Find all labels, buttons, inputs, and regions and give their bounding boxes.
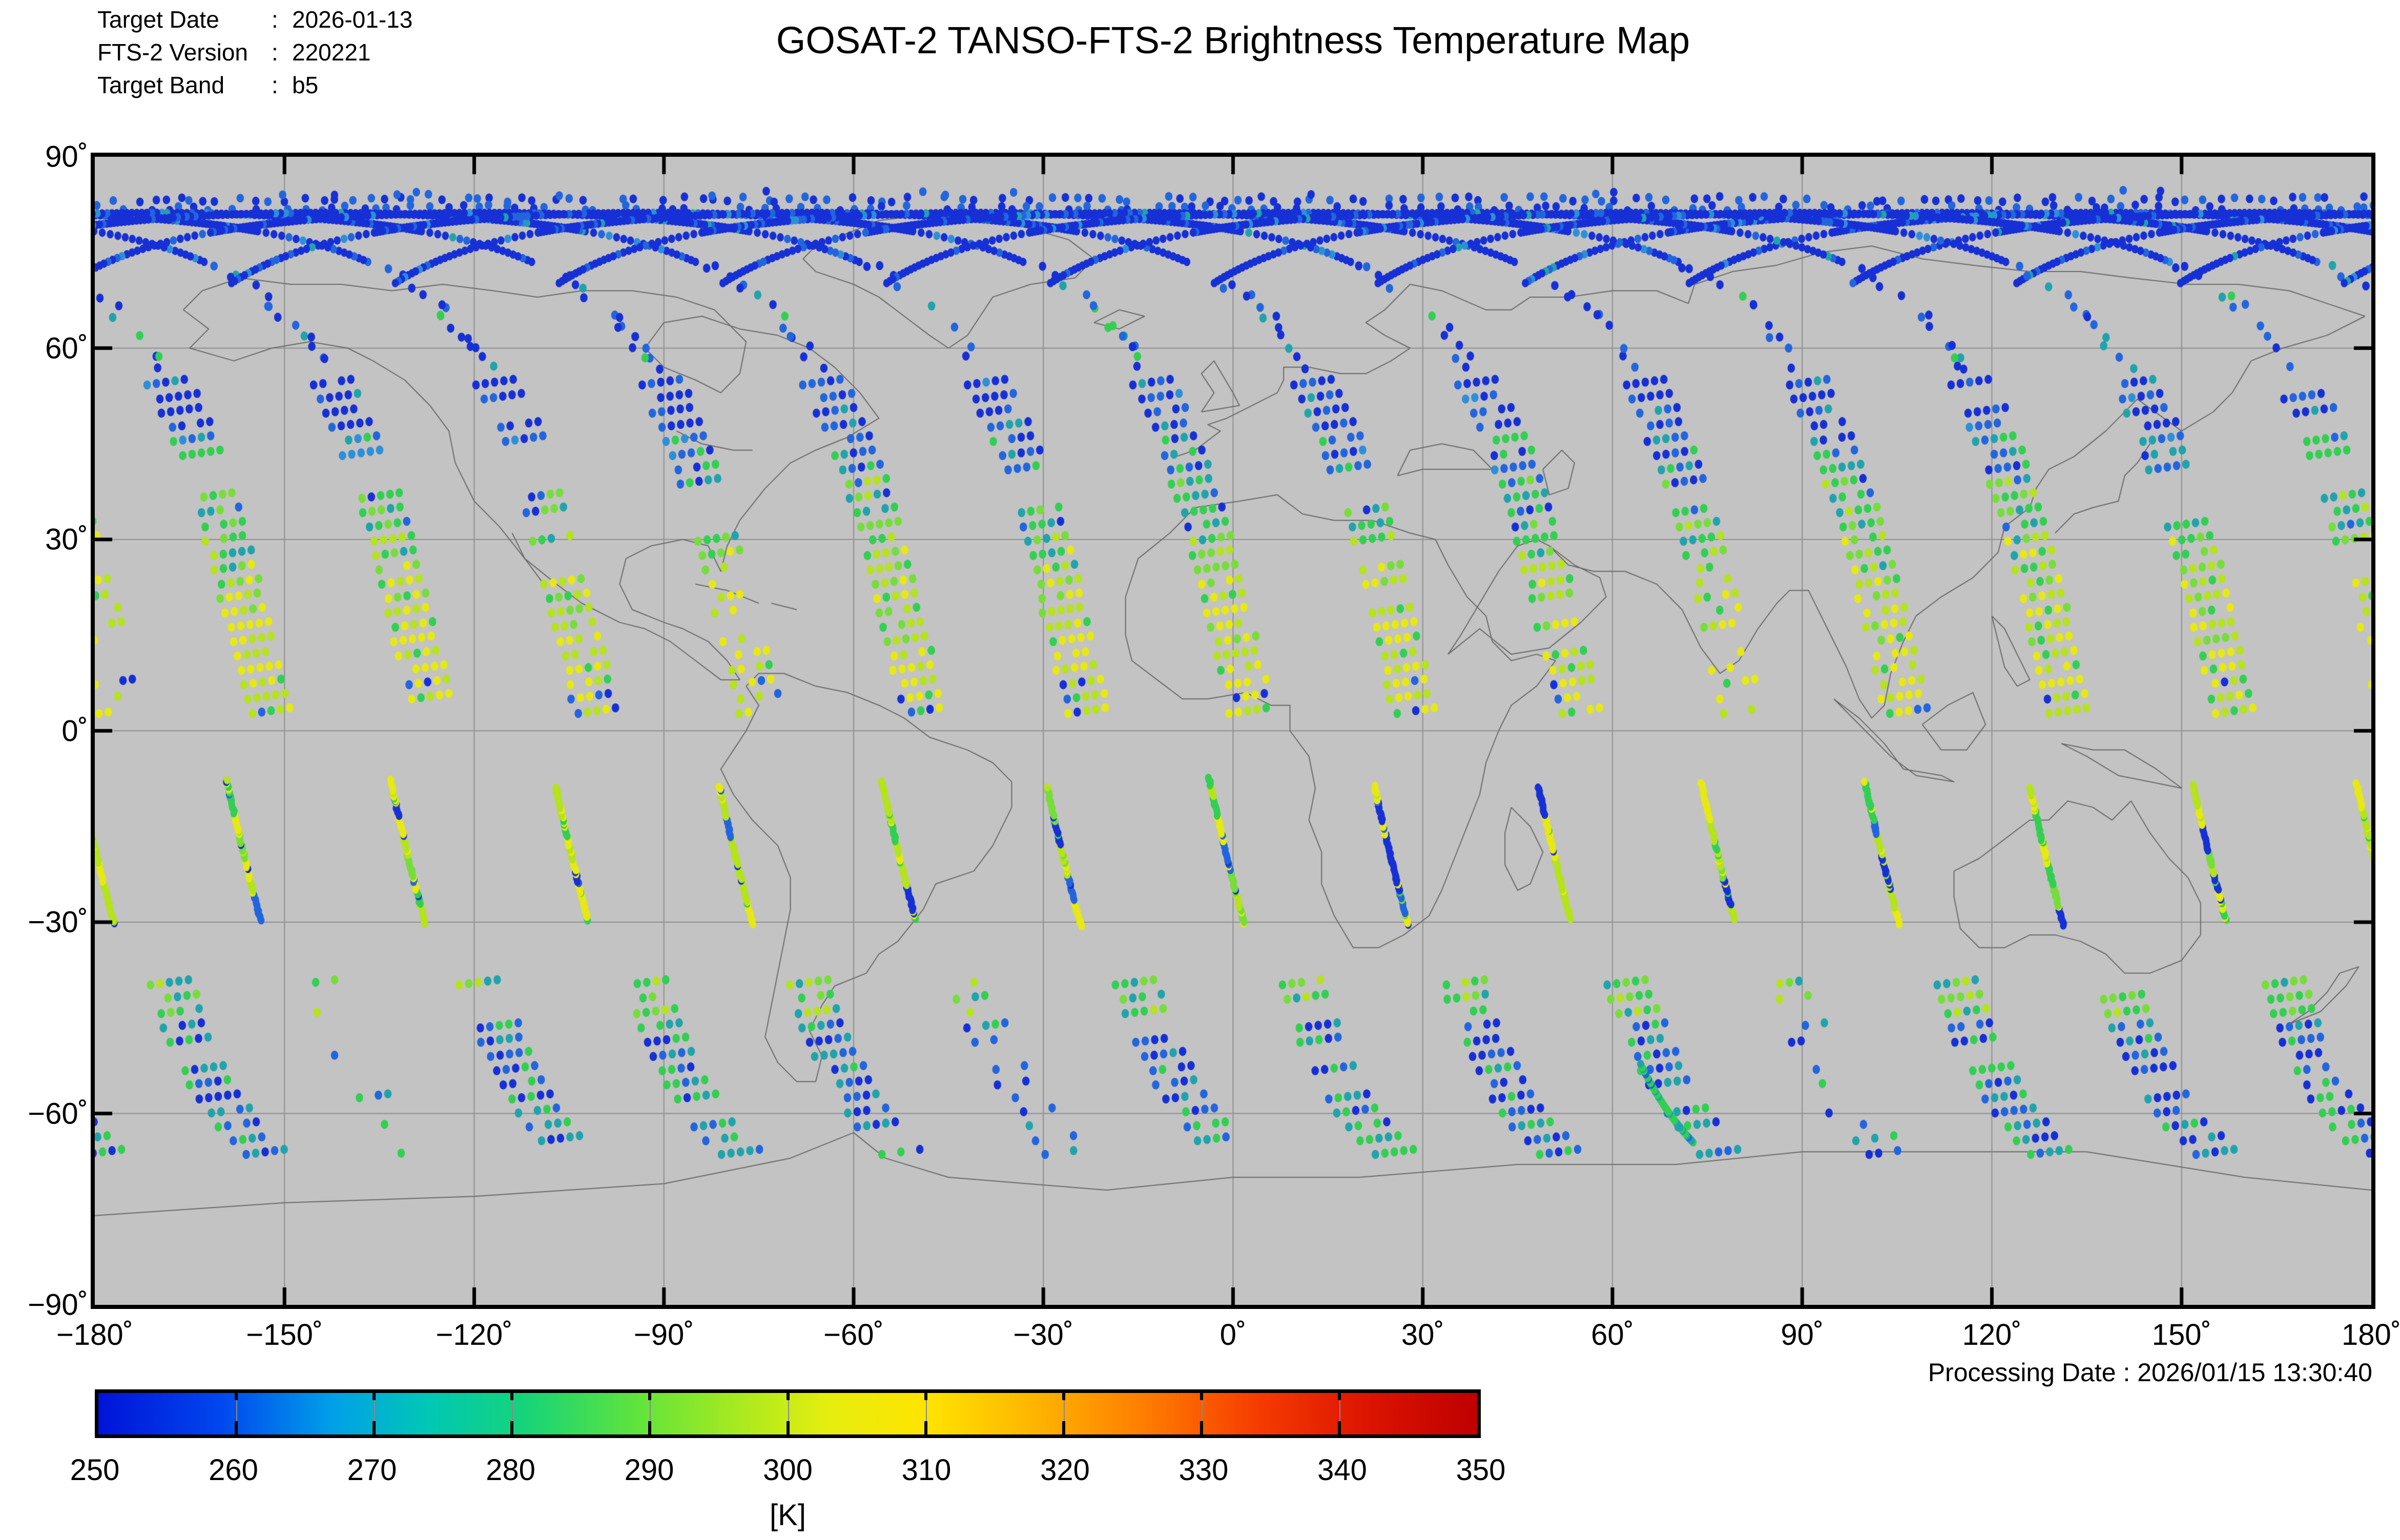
colorbar-tick bbox=[924, 1421, 927, 1434]
x-tick-label: −120˚ bbox=[436, 1318, 513, 1351]
colorbar-tick bbox=[1337, 1393, 1341, 1400]
colorbar-tick bbox=[510, 1421, 514, 1434]
x-tick-label: −90˚ bbox=[633, 1318, 694, 1351]
x-tick-label: −60˚ bbox=[823, 1318, 884, 1351]
meta-label: Target Date bbox=[97, 6, 219, 33]
x-tick-label: 180˚ bbox=[2341, 1318, 2400, 1351]
colorbar-tick-label: 260 bbox=[209, 1453, 258, 1487]
y-tick-label: −60˚ bbox=[28, 1097, 88, 1130]
colorbar-tick bbox=[235, 1393, 238, 1400]
header-meta: Target Date:2026-01-13 FTS-2 Version:2202… bbox=[97, 3, 412, 101]
colorbar-gridline bbox=[925, 1393, 927, 1434]
map-canvas bbox=[95, 157, 2371, 1305]
colorbar-tick bbox=[1199, 1393, 1203, 1400]
colorbar-tick bbox=[235, 1421, 238, 1434]
colorbar-tick-label: 310 bbox=[901, 1453, 951, 1487]
colorbar-gridline bbox=[1063, 1393, 1065, 1434]
colorbar-tick-label: 320 bbox=[1040, 1453, 1090, 1487]
colorbar-tick-label: 340 bbox=[1317, 1453, 1367, 1487]
colorbar-tick bbox=[648, 1421, 652, 1434]
meta-separator: : bbox=[272, 6, 278, 33]
x-tick-label: −180˚ bbox=[56, 1318, 133, 1351]
colorbar-tick bbox=[373, 1421, 376, 1434]
colorbar-gridline bbox=[650, 1393, 651, 1434]
colorbar-tick-label: 330 bbox=[1178, 1453, 1229, 1487]
colorbar-tick bbox=[1062, 1393, 1065, 1400]
meta-row: FTS-2 Version:220221 bbox=[97, 36, 412, 69]
colorbar-gridline bbox=[512, 1393, 513, 1434]
meta-value: 2026-01-13 bbox=[292, 6, 413, 33]
colorbar-unit-label: [K] bbox=[770, 1499, 806, 1532]
meta-separator: : bbox=[272, 39, 278, 66]
colorbar-tick bbox=[648, 1393, 652, 1400]
colorbar-tick bbox=[510, 1393, 514, 1400]
colorbar-tick bbox=[1337, 1421, 1341, 1434]
page-title: GOSAT-2 TANSO-FTS-2 Brightness Temperatu… bbox=[776, 19, 1690, 61]
colorbar-gridline bbox=[1201, 1393, 1203, 1434]
colorbar-tick bbox=[1062, 1421, 1065, 1434]
x-tick-label: 30˚ bbox=[1401, 1318, 1444, 1351]
colorbar-tick-label: 290 bbox=[624, 1453, 674, 1487]
colorbar-gridline bbox=[1339, 1393, 1340, 1434]
y-tick-label: 0˚ bbox=[61, 714, 88, 747]
colorbar-tick bbox=[786, 1393, 790, 1400]
colorbar-tick bbox=[1199, 1421, 1203, 1434]
colorbar-tick bbox=[786, 1421, 790, 1434]
colorbar bbox=[95, 1389, 1481, 1438]
meta-separator: : bbox=[272, 72, 278, 98]
meta-value: 220221 bbox=[292, 39, 371, 66]
x-tick-label: 60˚ bbox=[1591, 1318, 1634, 1351]
x-tick-label: −30˚ bbox=[1013, 1318, 1074, 1351]
colorbar-tick-label: 270 bbox=[347, 1453, 397, 1487]
colorbar-tick-label: 250 bbox=[70, 1453, 120, 1487]
colorbar-gridline bbox=[788, 1393, 789, 1434]
y-tick-label: −90˚ bbox=[28, 1288, 88, 1322]
colorbar-tick-label: 350 bbox=[1456, 1453, 1506, 1487]
colorbar-gridline bbox=[236, 1393, 238, 1434]
meta-row: Target Band: b5 bbox=[97, 69, 412, 101]
colorbar-tick bbox=[373, 1393, 376, 1400]
x-tick-label: 0˚ bbox=[1219, 1318, 1247, 1351]
y-tick-label: 60˚ bbox=[45, 331, 88, 365]
meta-label: FTS-2 Version bbox=[97, 39, 248, 66]
x-tick-label: 150˚ bbox=[2151, 1318, 2211, 1351]
y-tick-label: 30˚ bbox=[45, 523, 88, 556]
meta-row: Target Date:2026-01-13 bbox=[97, 3, 412, 36]
y-tick-label: 90˚ bbox=[45, 140, 88, 174]
x-tick-label: 120˚ bbox=[1962, 1318, 2022, 1351]
x-tick-label: −150˚ bbox=[246, 1318, 323, 1351]
meta-value: b5 bbox=[292, 72, 319, 98]
colorbar-tick-label: 300 bbox=[763, 1453, 813, 1487]
colorbar-gradient bbox=[98, 1393, 1477, 1434]
processing-date: Processing Date : 2026/01/15 13:30:40 bbox=[1928, 1358, 2372, 1387]
x-tick-label: 90˚ bbox=[1781, 1318, 1824, 1351]
colorbar-tick bbox=[924, 1393, 927, 1400]
meta-label: Target Band bbox=[97, 72, 225, 98]
map-frame bbox=[91, 153, 2375, 1309]
y-tick-label: −30˚ bbox=[28, 905, 88, 939]
colorbar-tick-label: 280 bbox=[486, 1453, 535, 1487]
colorbar-gridline bbox=[374, 1393, 376, 1434]
